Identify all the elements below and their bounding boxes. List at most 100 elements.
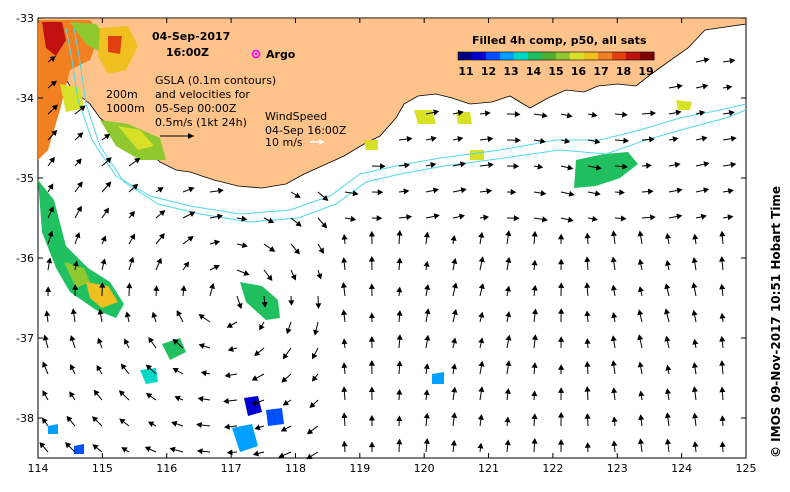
velocity-arrowhead (433, 109, 440, 116)
velocity-arrowhead (457, 109, 464, 116)
velocity-arrowhead (676, 83, 683, 90)
velocity-arrowhead (620, 215, 627, 222)
velocity-arrowhead (531, 413, 538, 420)
isobath-1000-label: 1000m (106, 102, 145, 115)
velocity-arrowhead (478, 283, 485, 290)
velocity-arrowhead (699, 110, 706, 117)
velocity-arrowhead (251, 399, 259, 406)
velocity-arrowhead (610, 284, 617, 291)
velocity-arrowhead (719, 386, 726, 393)
velocity-arrowhead (315, 303, 322, 309)
velocity-arrowhead (42, 390, 48, 397)
velocity-arrowhead (316, 273, 323, 280)
velocity-arrowhead (396, 334, 403, 340)
velocity-arrowhead (558, 258, 565, 265)
velocity-arrowhead (691, 362, 699, 369)
velocity-arrowhead (147, 421, 155, 427)
velocity-arrowhead (76, 181, 83, 188)
velocity-arrowhead (268, 246, 276, 252)
velocity-arrowhead (423, 231, 430, 238)
velocity-arrowhead (451, 412, 458, 419)
velocity-arrowhead (368, 312, 375, 319)
velocity-arrowhead (664, 335, 671, 342)
credit-text: © IMOS 09-Nov-2017 10:51 Hobart Time (769, 186, 783, 458)
velocity-arrowhead (148, 337, 155, 344)
argo-label: Argo (266, 48, 296, 61)
velocity-arrowhead (306, 428, 314, 435)
velocity-arrowhead (567, 216, 574, 223)
velocity-arrowhead (591, 111, 598, 118)
velocity-arrowhead (691, 386, 698, 393)
velocity-arrowhead (51, 129, 58, 136)
y-tick-label: -37 (16, 332, 34, 345)
velocity-arrowhead (692, 412, 699, 419)
velocity-arrowhead (451, 308, 458, 316)
velocity-arrowhead (72, 260, 79, 267)
velocity-arrowhead (424, 284, 431, 291)
velocity-arrowhead (531, 334, 538, 341)
velocity-arrowhead (403, 188, 410, 195)
colorbar (457, 51, 655, 61)
velocity-arrowhead (341, 362, 348, 369)
velocity-arrowhead (505, 360, 512, 367)
x-tick-label: 122 (542, 462, 563, 475)
velocity-arrowhead (477, 442, 484, 449)
velocity-arrowhead (290, 274, 297, 281)
velocity-arrowhead (129, 210, 136, 218)
velocity-arrowhead (622, 111, 628, 118)
velocity-arrowhead (294, 248, 300, 255)
velocity-arrowhead (676, 187, 683, 194)
velocity-arrowhead (450, 363, 457, 370)
velocity-arrowhead (200, 370, 207, 377)
velocity-arrowhead (584, 361, 591, 367)
x-tick-label: 115 (92, 462, 113, 475)
velocity-arrowhead (619, 189, 625, 196)
colorbar-tick-label: 12 (481, 65, 496, 78)
velocity-arrowhead (368, 255, 375, 262)
velocity-arrowhead (341, 440, 348, 447)
velocity-arrowhead (121, 447, 128, 453)
velocity-arrowhead (69, 364, 76, 371)
velocity-arrowhead (311, 353, 318, 360)
velocity-arrowhead (726, 84, 733, 91)
wind-line-1: WindSpeed (265, 110, 327, 123)
velocity-arrowhead (189, 211, 196, 217)
map-date: 04-Sep-2017 (152, 30, 230, 43)
velocity-arrowhead (505, 311, 512, 318)
colorbar-tick-label: 11 (458, 65, 473, 78)
velocity-arrowhead (306, 453, 313, 460)
velocity-arrowhead (515, 137, 521, 144)
velocity-arrowhead (611, 416, 618, 423)
velocity-arrowhead (368, 230, 375, 237)
velocity-arrowhead (404, 162, 411, 169)
velocity-arrowhead (318, 247, 324, 254)
wind-line-2: 04-Sep 16:00Z (265, 124, 347, 137)
velocity-arrowhead (51, 104, 58, 111)
velocity-arrowhead (611, 312, 618, 319)
velocity-arrowhead (423, 363, 430, 370)
velocity-arrowhead (478, 360, 485, 367)
velocity-arrowhead (584, 310, 591, 317)
velocity-arrowhead (610, 335, 617, 342)
velocity-arrowhead (96, 364, 103, 372)
velocity-arrowhead (341, 338, 348, 345)
velocity-arrowhead (396, 257, 403, 264)
velocity-arrowhead (227, 346, 234, 352)
velocity-arrowhead (423, 260, 430, 267)
velocity-arrowhead (46, 257, 53, 264)
velocity-arrowhead (243, 270, 250, 276)
velocity-arrowhead (558, 364, 565, 370)
velocity-arrowhead (103, 133, 111, 140)
velocity-arrowhead (321, 222, 328, 229)
velocity-arrowhead (396, 286, 403, 293)
velocity-arrowhead (396, 415, 403, 422)
colorbar-title: Filled 4h comp, p50, all sats (472, 34, 647, 47)
velocity-arrowhead (541, 216, 548, 223)
colorbar-swatch (500, 52, 515, 60)
velocity-arrowhead (311, 375, 318, 382)
velocity-arrowhead (622, 163, 628, 170)
velocity-arrowhead (69, 335, 76, 342)
velocity-arrowhead (719, 335, 726, 342)
velocity-arrowhead (730, 161, 737, 168)
